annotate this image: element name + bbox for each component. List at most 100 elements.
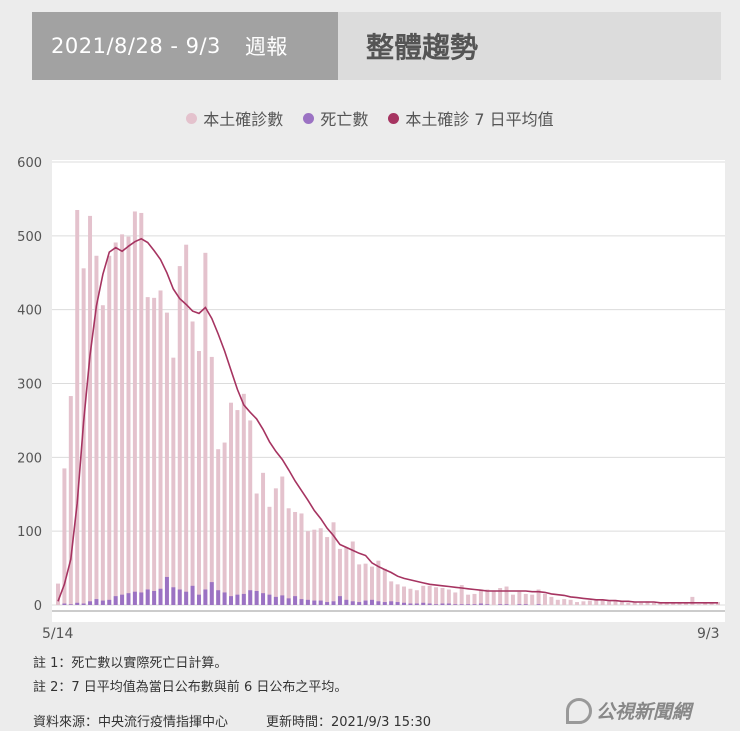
week-label: 週報 — [244, 35, 288, 59]
case-bar — [543, 593, 547, 605]
case-bar — [369, 566, 374, 605]
case-bar — [325, 537, 330, 605]
death-bar — [523, 604, 528, 605]
death-bar — [389, 601, 394, 605]
note-1: 註 1：死亡數以實際死亡日計算。 — [33, 656, 228, 671]
death-bar — [196, 594, 201, 605]
case-bar — [523, 593, 528, 605]
death-bar — [434, 604, 439, 605]
update-time: 更新時間：2021/9/3 15:30 — [266, 715, 431, 730]
case-bar — [607, 601, 612, 605]
case-bar — [196, 351, 201, 605]
case-bar — [498, 588, 503, 605]
case-bar — [478, 589, 483, 605]
case-bar — [421, 585, 426, 605]
case-bar — [75, 209, 80, 605]
y-axis: 0 100 200 300 400 500 600 — [17, 156, 42, 614]
case-bar — [241, 393, 246, 605]
case-bar — [177, 266, 182, 605]
death-bar — [305, 599, 310, 605]
death-bar — [261, 593, 266, 605]
report-header: 2021/8/28 - 9/3 週報 整體趨勢 — [32, 12, 721, 80]
average-line-group — [57, 237, 718, 604]
case-bar — [639, 602, 644, 605]
death-bar — [337, 596, 342, 605]
case-bar — [62, 468, 67, 605]
case-bar — [273, 488, 278, 605]
case-bar — [293, 511, 298, 605]
death-bar — [472, 604, 477, 605]
case-bar — [414, 590, 419, 605]
pts-news-logo: 公視新聞網 — [566, 697, 691, 724]
death-bar — [203, 589, 208, 605]
death-bar — [254, 590, 259, 605]
death-bar — [190, 585, 195, 605]
case-bar — [120, 234, 125, 605]
death-bar — [357, 602, 362, 605]
case-bar — [690, 596, 695, 605]
death-bar — [280, 595, 285, 605]
case-bar — [600, 600, 605, 605]
case-bar — [389, 581, 394, 605]
case-bar — [562, 599, 567, 605]
case-bar — [427, 585, 432, 605]
case-bar — [568, 599, 573, 605]
case-bar — [350, 541, 355, 605]
case-bar — [395, 584, 400, 605]
case-bar — [466, 594, 471, 605]
y-tick-label: 600 — [17, 156, 42, 171]
case-bar — [363, 563, 368, 605]
case-bar — [626, 602, 631, 605]
death-bar — [421, 602, 426, 605]
case-bar — [203, 252, 208, 605]
death-bar — [139, 592, 144, 605]
death-bar — [382, 602, 387, 605]
case-bar — [594, 599, 599, 605]
death-bar — [88, 601, 93, 605]
death-bar — [293, 596, 298, 605]
death-bar — [126, 593, 131, 605]
case-bar — [139, 212, 144, 605]
death-bar — [363, 600, 368, 605]
death-bar — [94, 599, 99, 605]
case-bar — [152, 297, 157, 605]
death-bar — [107, 599, 112, 605]
case-bar — [107, 255, 112, 605]
case-bar — [158, 290, 163, 605]
legend-swatch-deaths — [303, 112, 315, 124]
case-bar — [209, 356, 214, 605]
case-bar — [613, 600, 618, 605]
case-bar — [536, 589, 541, 605]
case-bar — [382, 568, 387, 605]
death-bar — [395, 602, 400, 605]
death-bar — [504, 604, 509, 605]
death-bar — [235, 594, 240, 605]
week-banner: 2021/8/28 - 9/3 週報 — [32, 12, 338, 80]
case-bar — [267, 506, 272, 605]
case-bar — [658, 602, 663, 605]
pts-logo-icon — [566, 697, 592, 724]
death-bar — [267, 594, 272, 605]
case-bar — [113, 242, 118, 605]
case-bar — [581, 601, 586, 605]
legend-item-cases: 本土確診數 — [186, 106, 283, 130]
death-bar — [331, 601, 336, 605]
legend-label-cases: 本土確診數 — [203, 110, 284, 129]
case-bar — [446, 589, 451, 605]
death-bar — [446, 603, 451, 605]
case-bar — [504, 586, 509, 605]
y-tick-label: 100 — [17, 525, 42, 540]
death-bar — [325, 602, 330, 605]
case-bar — [453, 592, 458, 605]
death-bar — [408, 603, 413, 605]
grid-lines — [52, 161, 725, 606]
case-bar — [555, 599, 560, 605]
case-bar — [645, 601, 650, 605]
death-bar — [402, 602, 407, 605]
death-bar — [68, 604, 73, 605]
case-bar — [280, 476, 285, 605]
death-bar — [312, 600, 317, 605]
case-bar — [344, 547, 349, 605]
case-bar — [318, 528, 323, 605]
case-bar — [517, 591, 522, 605]
